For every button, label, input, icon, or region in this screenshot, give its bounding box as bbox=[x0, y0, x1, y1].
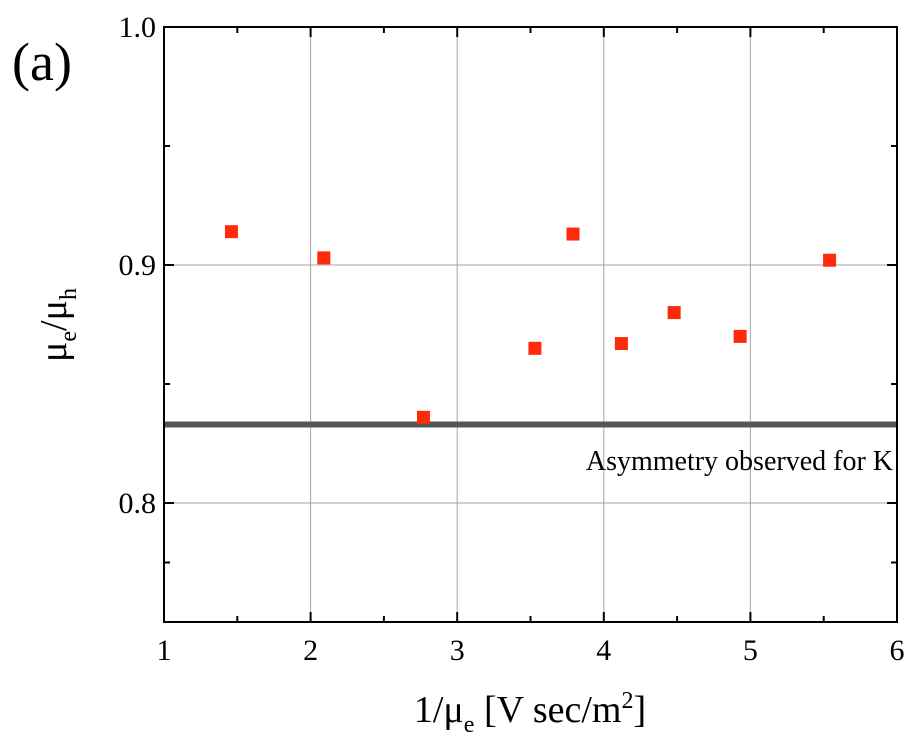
data-point bbox=[224, 225, 238, 239]
x-tick-label: 2 bbox=[303, 634, 318, 667]
x-tick-label: 3 bbox=[450, 634, 465, 667]
y-tick-label: 0.9 bbox=[119, 249, 157, 282]
x-axis-title: 1/μe [V sec/m2] bbox=[414, 688, 646, 735]
x-tick-label: 6 bbox=[890, 634, 905, 667]
y-tick-labels: 0.8 0.9 1.0 bbox=[119, 11, 157, 520]
data-point bbox=[317, 251, 331, 265]
data-point bbox=[566, 227, 580, 241]
axis-ticks bbox=[163, 26, 898, 623]
data-point bbox=[416, 410, 430, 424]
x-tick-label: 1 bbox=[157, 634, 172, 667]
y-axis-title: μe/μh bbox=[33, 288, 82, 362]
data-point bbox=[667, 306, 681, 320]
plot-frame bbox=[163, 26, 898, 623]
x-tick-label: 4 bbox=[596, 634, 611, 667]
data-points bbox=[224, 225, 837, 424]
reference-line-label: Asymmetry observed for K bbox=[586, 446, 893, 477]
data-point bbox=[528, 341, 542, 355]
x-tick-labels: 1 2 3 4 5 6 bbox=[157, 634, 905, 667]
panel-label: (a) bbox=[12, 32, 72, 92]
data-point bbox=[614, 337, 628, 351]
grid bbox=[164, 27, 897, 622]
y-tick-label: 0.8 bbox=[119, 487, 157, 520]
x-tick-label: 5 bbox=[743, 634, 758, 667]
data-point bbox=[823, 253, 837, 267]
data-point bbox=[733, 329, 747, 343]
y-tick-label: 1.0 bbox=[119, 11, 157, 44]
